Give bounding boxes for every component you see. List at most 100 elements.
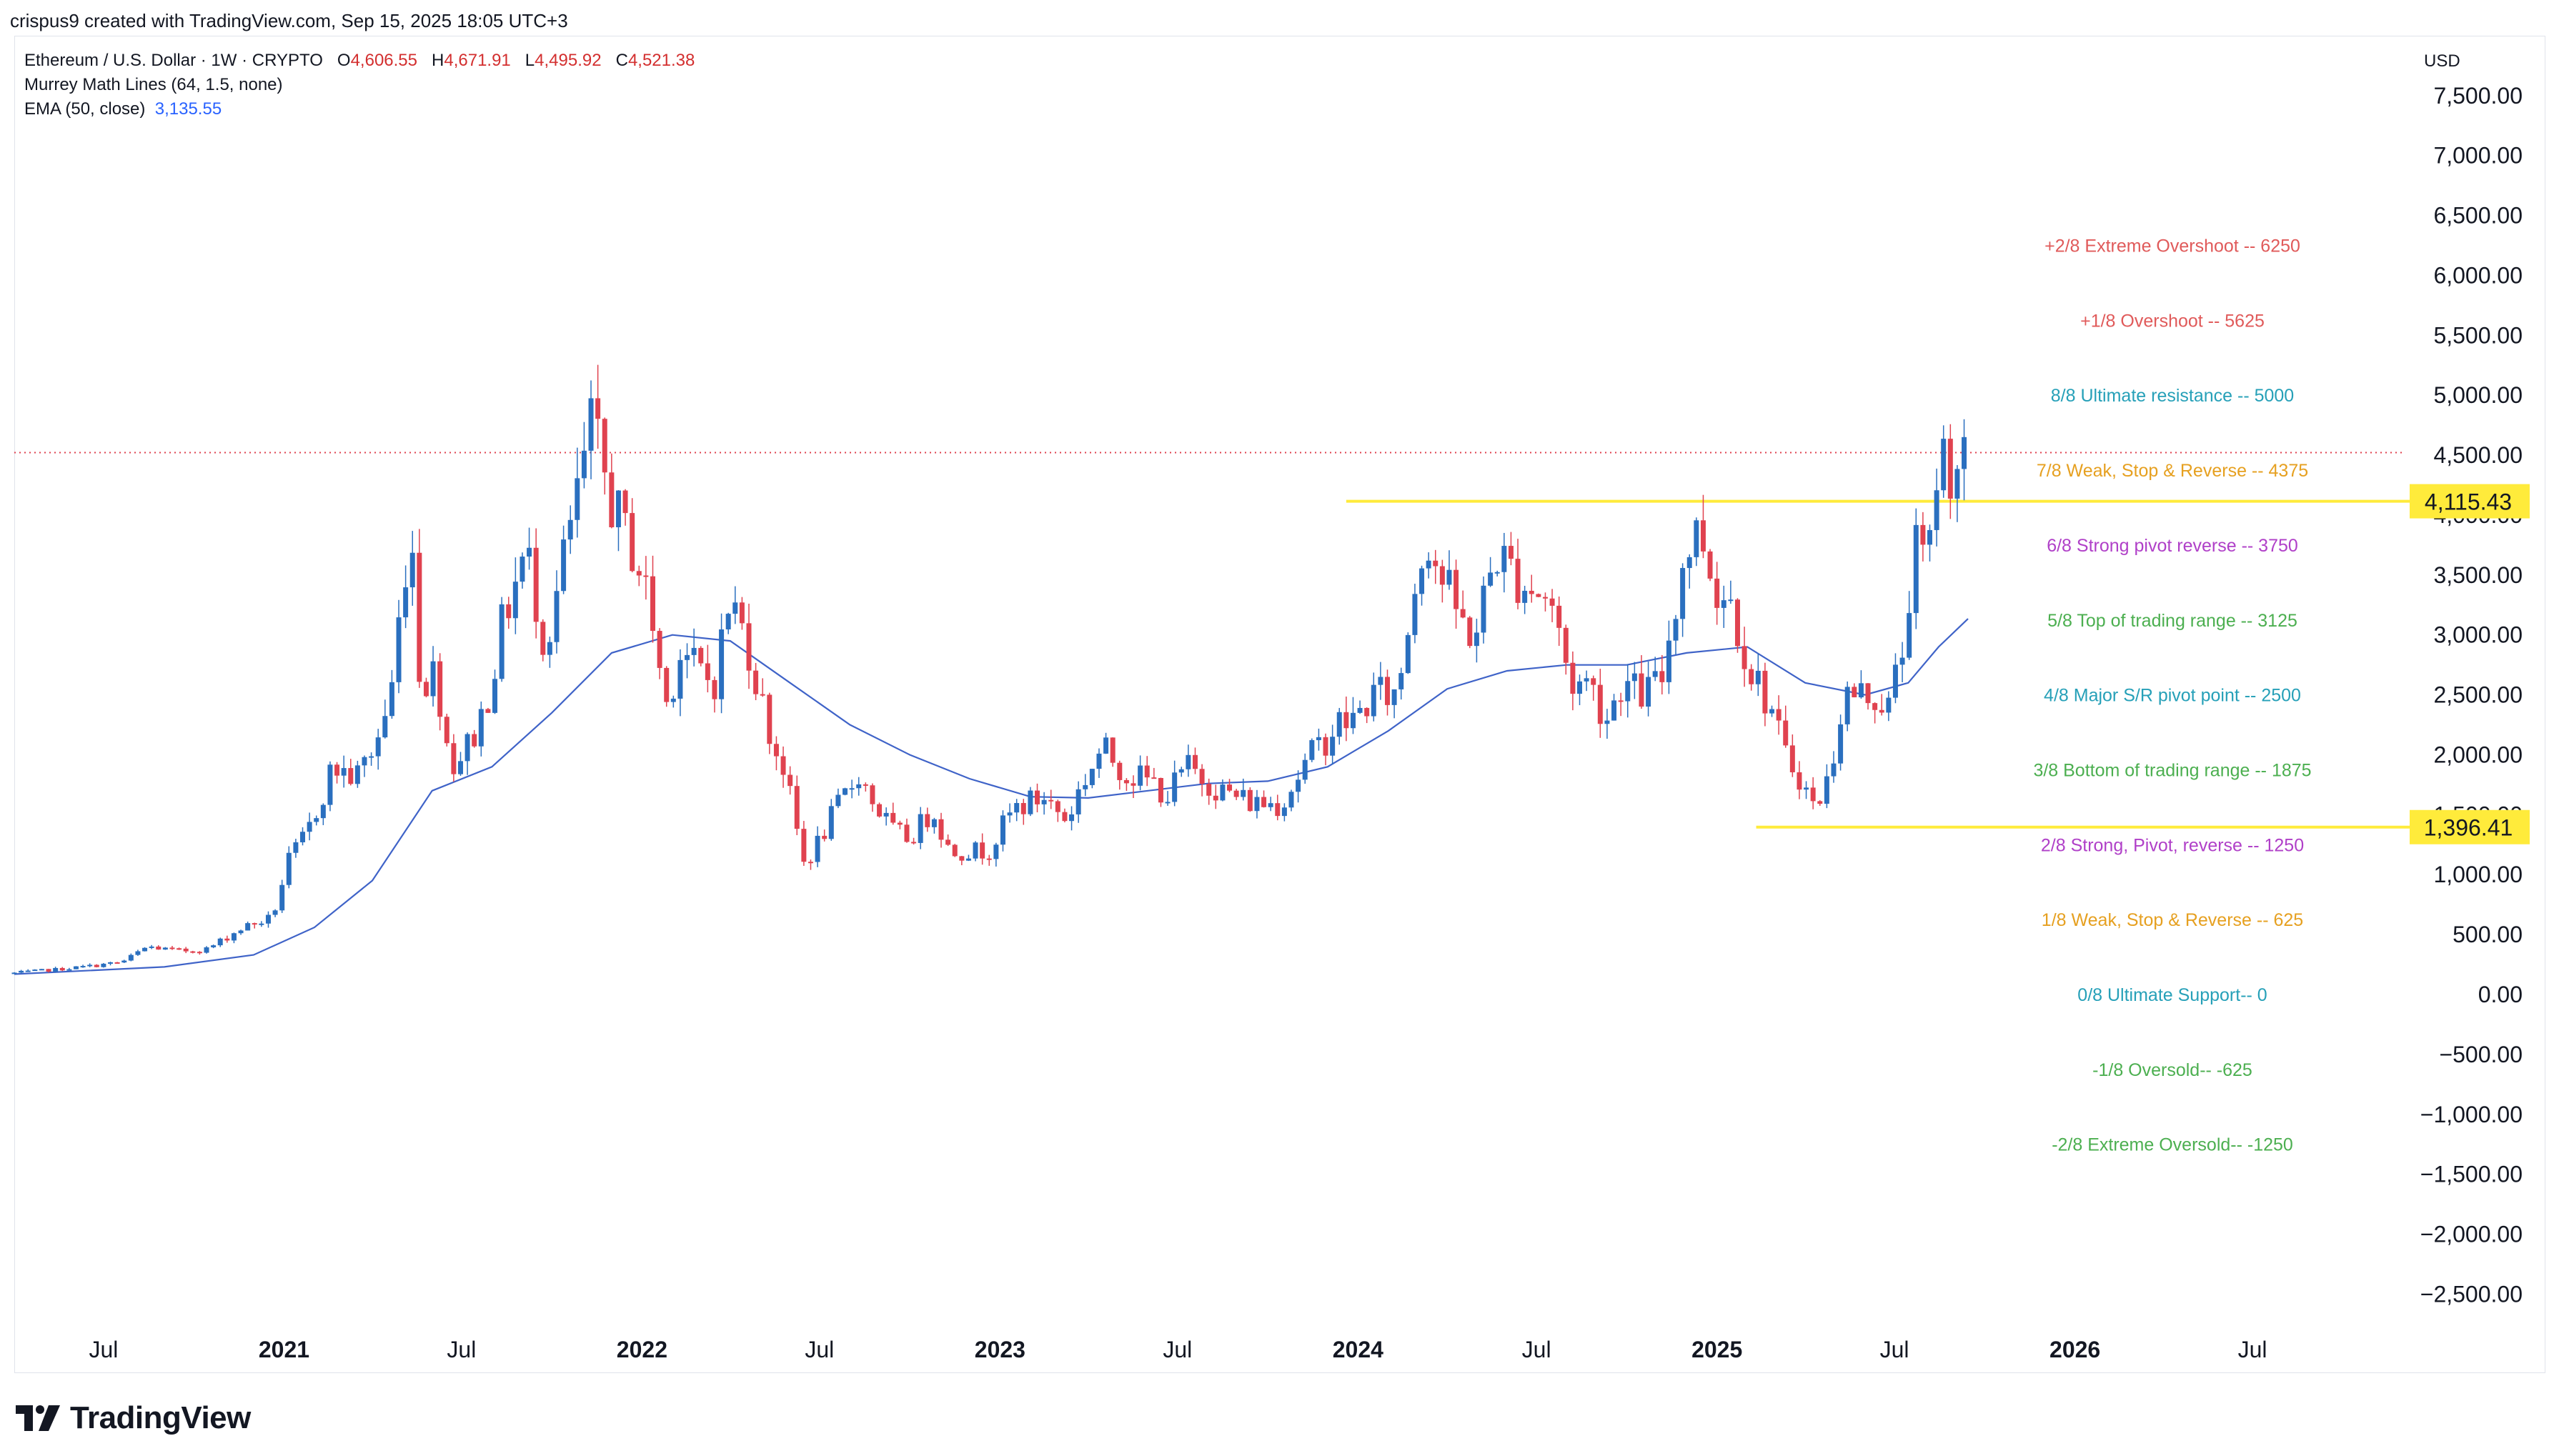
candle-body [773,744,779,757]
candle-body [965,858,971,861]
candle-body [1639,673,1644,707]
time-axis-label: 2025 [1691,1337,1742,1362]
murrey-level-label: 2/8 Strong, Pivot, reverse -- 1250 [2041,835,2304,855]
candle-body [870,785,875,804]
candle-body [1666,640,1671,682]
candle-body [512,582,518,619]
candle-body [993,844,999,859]
candles-layer [11,364,1967,974]
price-axis-tick: 2,000.00 [2433,742,2523,767]
symbol-legend-row[interactable]: Ethereum / U.S. Dollar · 1W · CRYPTO O4,… [24,49,695,73]
time-axis-label: Jul [1163,1337,1192,1362]
candle-body [1646,677,1651,707]
ema-indicator-label: EMA (50, close) [24,99,146,119]
candle-body [527,547,532,557]
time-axis-label: Jul [1880,1337,1909,1362]
candle-body [197,952,202,954]
murrey-level-label: 5/8 Top of trading range -- 3125 [2047,611,2297,631]
chart-legend: Ethereum / U.S. Dollar · 1W · CRYPTO O4,… [24,49,695,121]
candle-body [767,694,772,744]
ema-legend-row[interactable]: EMA (50, close) 3,135.55 [24,97,695,121]
candle-body [1186,754,1191,769]
murrey-level-label: 7/8 Weak, Stop & Reverse -- 4375 [2037,461,2308,481]
price-axis-tick: 2,500.00 [2433,682,2523,708]
candle-body [80,966,86,968]
candle-body [540,622,546,655]
murrey-level-label: 8/8 Ultimate resistance -- 5000 [2051,386,2294,406]
candle-body [1831,763,1837,777]
candle-body [307,822,312,832]
candle-body [1920,524,1926,545]
candle-body [1199,769,1205,784]
candle-body [464,734,470,762]
candle-body [1247,789,1253,812]
candle-body [685,654,690,660]
candle-body [1954,469,1960,499]
candle-body [252,923,257,925]
candle-body [670,698,676,702]
candle-body [1083,784,1088,789]
chart-pane[interactable] [14,36,2545,1373]
candle-body [1810,787,1816,802]
candle-body [1213,795,1218,801]
candle-body [142,947,148,952]
candle-body [1694,520,1699,557]
murrey-indicator-label: Murrey Math Lines (64, 1.5, none) [24,75,283,94]
time-axis-label: Jul [447,1337,476,1362]
tradingview-logo[interactable]: TradingView [16,1400,251,1436]
symbol-title: Ethereum / U.S. Dollar · 1W · CRYPTO [24,51,323,70]
candle-body [169,947,175,949]
candle-body [561,539,567,592]
candle-body [1233,790,1239,797]
candle-body [1549,598,1555,606]
candle-body [362,757,367,766]
candle-body [712,679,717,699]
candle-body [1419,568,1425,594]
candle-body [904,824,910,842]
horizontal-lines-layer [14,452,2410,829]
candle-body [602,419,607,473]
candle-body [1686,557,1692,569]
time-axis-label: Jul [805,1337,834,1362]
price-axis-tick: 7,000.00 [2433,143,2523,169]
candle-body [1962,437,1967,469]
candle-body [286,852,292,885]
candle-body [1714,578,1720,608]
candle-body [815,835,820,862]
ema-indicator-value: 3,135.55 [154,99,222,119]
price-axis-tick: 6,500.00 [2433,203,2523,229]
candle-body [1804,787,1809,790]
candle-body [609,472,615,528]
candle-body [177,948,182,950]
candle-body [863,784,868,786]
candle-body [581,450,587,479]
candle-body [650,576,655,632]
candle-body [931,819,937,827]
candle-body [1296,779,1301,792]
candle-body [1577,681,1583,694]
time-axis-label: Jul [89,1337,118,1362]
candle-body [1385,677,1390,705]
time-axis-label: Jul [1522,1337,1551,1362]
candle-body [794,786,800,829]
candle-body [190,951,196,953]
currency-label[interactable]: USD [2424,51,2460,71]
candle-body [1817,801,1823,804]
murrey-level-label: +2/8 Extreme Overshoot -- 6250 [2044,236,2300,256]
candle-body [897,822,903,825]
candle-body [128,954,134,961]
candle-body [622,490,628,514]
candle-body [101,963,106,967]
candle-body [1405,634,1411,674]
murrey-level-label: +1/8 Overshoot -- 5625 [2080,311,2265,331]
candle-body [1892,664,1898,698]
candle-body [1158,777,1163,803]
candle-body [1288,792,1294,808]
murrey-level-label: 1/8 Weak, Stop & Reverse -- 625 [2042,910,2303,930]
candle-body [1371,684,1376,717]
candle-body [1741,646,1747,669]
candle-body [1261,797,1267,807]
candle-body [1014,803,1020,813]
murrey-legend-row[interactable]: Murrey Math Lines (64, 1.5, none) [24,73,695,97]
